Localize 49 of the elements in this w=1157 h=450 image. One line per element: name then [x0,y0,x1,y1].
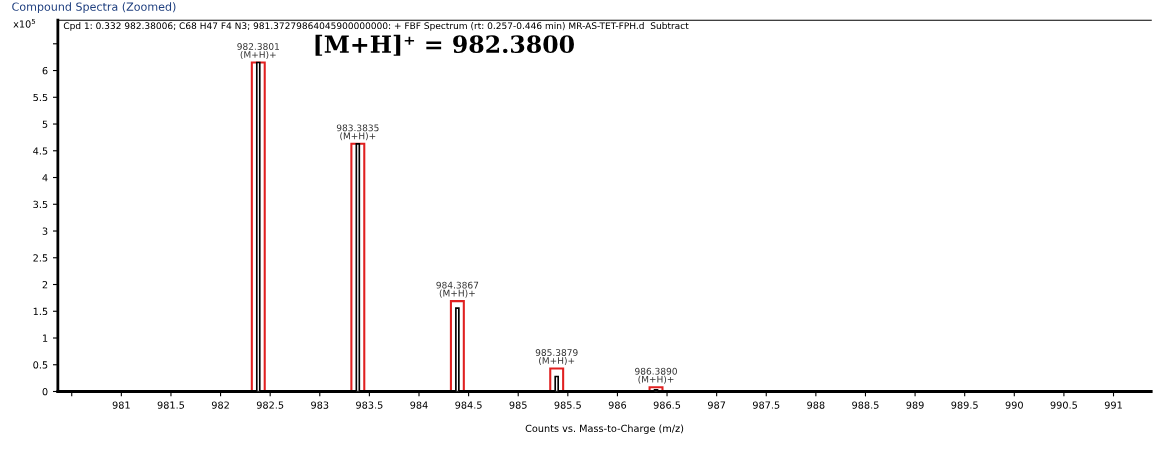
y-tick-label: 5.5 [33,93,48,102]
x-tick-label: 989 [906,401,924,409]
y-tick-label: 2.5 [33,254,48,262]
y-tick-label: 0.5 [33,361,48,369]
y-tick-label: 3 [42,227,48,235]
x-tick-label: 985 [509,401,527,409]
bar [449,300,465,392]
x-tick-label: 989.5 [951,401,978,409]
y-tick-label: 3.5 [33,200,48,209]
annotation: 982.3801 (M+H)+ [237,43,279,60]
x-axis-title: Counts vs. Mass-to-Charge (m/z) [525,424,684,434]
y-tick-label: 4 [42,174,48,182]
y-tick-label: 1.5 [33,307,48,316]
x-tick-label: 981 [112,401,130,409]
annotation: 986.3890 (M+H)+ [635,367,677,384]
x-tick-label: 988.5 [852,401,879,409]
y-tick-label: 2 [42,280,48,289]
x-tick-label: 987.5 [752,401,780,409]
x-tick-label: 991 [1104,401,1122,409]
x-tick-label: 984 [410,401,428,409]
annotation: 983.3835 (M+H)+ [336,124,379,141]
y-tick-label: 0 [42,387,48,396]
x-tick-label: 988 [807,401,825,409]
bar [350,142,366,392]
x-tick-label: 982 [211,401,229,409]
y-tick-label: 6 [42,67,48,75]
annotation: 985.3879 (M+H)+ [535,349,578,366]
x-tick-label: 990.5 [1050,401,1077,409]
x-tick-label: 984.5 [455,401,482,409]
x-tick-label: 987 [707,401,726,409]
x-tick-label: 985.5 [554,401,581,409]
y-tick-label: 5 [42,120,48,128]
y-tick-label: 1 [43,334,48,342]
bar [549,367,565,392]
y-tick-label: 4.5 [33,147,48,155]
x-tick-label: 990 [1005,401,1023,409]
bar [250,61,266,392]
x-tick-label: 981.5 [157,401,185,409]
y-axis-title: x10$^{5}$ [13,18,36,28]
chart-subtitle: Cpd 1: 0.332 982.38006; C68 H47 F4 N3; 981.37279864045900000000: + FBF Spectrum (rt: 0.257-0.446 min) MR-AS-TET-FPH.d Subtract [63,22,689,31]
x-tick-label: 983.5 [356,401,383,409]
x-tick-label: 982.5 [256,401,284,409]
annotation: 984.3867 (M+H)+ [436,281,479,298]
chart-title: Compound Spectra (Zoomed) [12,2,176,13]
bar [648,386,664,392]
x-tick-label: 983 [311,401,329,409]
x-tick-label: 986 [608,401,627,409]
x-tick-label: 986.5 [653,401,681,409]
annotation: [M+H]⁺ = 982.3800 [315,34,574,56]
